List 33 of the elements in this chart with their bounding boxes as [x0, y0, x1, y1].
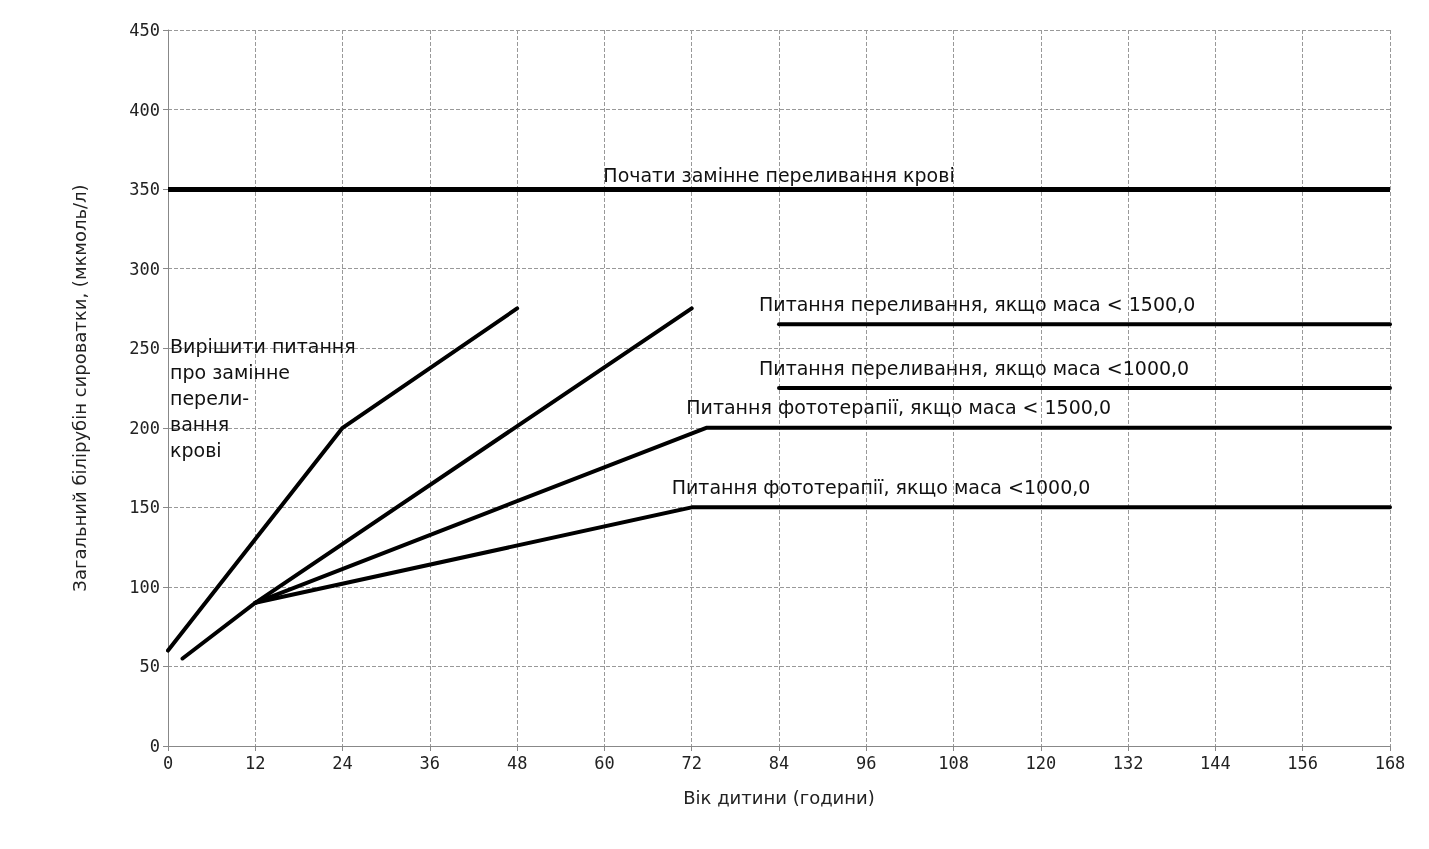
y-tick-label: 450 — [129, 20, 160, 40]
y-tick-label: 150 — [129, 497, 160, 518]
y-tick-label: 50 — [139, 656, 160, 677]
series-label: Питання переливання, якщо маса < 1500,0 — [759, 292, 1196, 315]
x-tick-label: 0 — [162, 752, 174, 773]
annotation: Вирішити питання про замінне перели- вання крові — [170, 335, 356, 461]
x-tick-label: 168 — [1374, 752, 1406, 773]
series-label: Питання фототерапії, якщо маса <1000,0 — [671, 475, 1091, 498]
y-tick-label: 400 — [129, 99, 160, 120]
x-tick-label: 12 — [245, 752, 266, 773]
ref-line-label: Почати замінне переливання крові — [603, 163, 955, 186]
x-tick-label: 120 — [1025, 752, 1057, 773]
y-tick-label: 100 — [129, 576, 160, 597]
x-tick-label: 24 — [332, 752, 353, 773]
x-tick-label: 36 — [419, 752, 441, 773]
y-tick-label: 350 — [129, 179, 160, 200]
x-tick-label: 144 — [1200, 752, 1231, 773]
x-tick-label: 108 — [938, 752, 969, 773]
x-tick-label: 96 — [856, 752, 877, 773]
y-tick-label: 0 — [149, 736, 160, 756]
x-tick-label: 156 — [1287, 752, 1319, 773]
x-tick-label: 48 — [506, 752, 528, 773]
x-tick-label: 132 — [1112, 752, 1144, 773]
x-tick-label: 84 — [768, 752, 790, 773]
series-label: Питання переливання, якщо маса <1000,0 — [759, 356, 1190, 379]
y-tick-label: 250 — [129, 338, 160, 359]
x-axis-title: Вік дитини (години) — [683, 786, 875, 808]
y-tick-label: 300 — [129, 258, 160, 279]
x-tick-label: 60 — [594, 752, 615, 773]
y-tick-label: 200 — [129, 417, 160, 438]
series-label: Питання фототерапії, якщо маса < 1500,0 — [686, 396, 1112, 419]
y-axis-title: Загальний білірубін сироватки, (мкмоль/л) — [68, 184, 90, 592]
x-tick-label: 72 — [681, 752, 702, 773]
